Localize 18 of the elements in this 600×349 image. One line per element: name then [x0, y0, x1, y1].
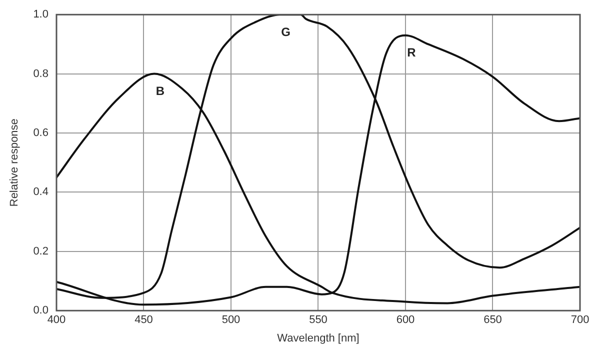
x-tick-label: 500	[222, 314, 240, 326]
x-tick-label: 450	[134, 314, 153, 326]
series-label: G	[281, 24, 291, 39]
x-tick-label: 600	[396, 314, 415, 326]
x-tick-label: 400	[47, 314, 66, 326]
y-tick-label: 0.4	[33, 186, 48, 198]
x-axis-title: Wavelength [nm]	[277, 332, 360, 344]
y-tick-label: 0.2	[33, 245, 48, 258]
x-tick-label: 550	[309, 314, 328, 326]
series-label: R	[407, 46, 416, 60]
y-axis-title: Relative response	[8, 118, 21, 207]
x-tick-label: 700	[570, 314, 590, 326]
y-tick-label: 0.8	[33, 68, 48, 80]
y-tick-label: 0.6	[33, 127, 48, 140]
y-tick-label: 0.0	[33, 304, 48, 317]
y-tick-label: 1.0	[33, 8, 48, 21]
x-tick-label: 650	[484, 314, 502, 326]
series-label: B	[156, 84, 165, 98]
